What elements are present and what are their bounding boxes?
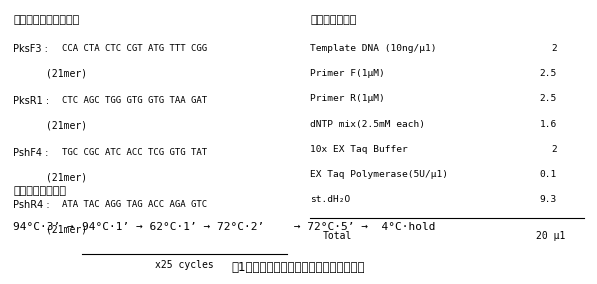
Text: 【反応温度条件】: 【反応温度条件】: [13, 185, 66, 196]
Text: Primer R(1μM): Primer R(1μM): [310, 94, 385, 103]
Text: ATA TAC AGG TAG ACC AGA GTC: ATA TAC AGG TAG ACC AGA GTC: [62, 200, 207, 209]
Text: 94°C·3’ →: 94°C·3’ →: [13, 222, 81, 232]
Text: 0.1: 0.1: [540, 170, 557, 179]
Text: dNTP mix(2.5mM each): dNTP mix(2.5mM each): [310, 120, 426, 128]
Text: 20 μ1: 20 μ1: [536, 231, 565, 241]
Text: 1.6: 1.6: [540, 120, 557, 128]
Text: x25 cycles: x25 cycles: [155, 260, 214, 270]
Text: Total: Total: [322, 231, 352, 241]
Text: (21mer): (21mer): [46, 121, 87, 131]
Text: PshF4 :: PshF4 :: [13, 148, 52, 158]
Text: (21mer): (21mer): [46, 69, 87, 79]
Text: CTC AGC TGG GTG GTG TAA GAT: CTC AGC TGG GTG GTG TAA GAT: [62, 96, 207, 105]
Text: 2: 2: [551, 43, 557, 53]
Text: 2.5: 2.5: [540, 69, 557, 78]
Text: PshR4 :: PshR4 :: [13, 200, 53, 210]
Text: (21mer): (21mer): [46, 225, 87, 235]
Text: st.dH₂O: st.dH₂O: [310, 195, 350, 204]
Text: (21mer): (21mer): [46, 173, 87, 183]
Text: Template DNA (10ng/μ1): Template DNA (10ng/μ1): [310, 43, 437, 53]
Text: Primer F(1μM): Primer F(1μM): [310, 69, 385, 78]
Text: 【プライマーの配列】: 【プライマーの配列】: [13, 15, 79, 26]
Text: 図1　プライマーの配列とＰＣＲ法の条件: 図1 プライマーの配列とＰＣＲ法の条件: [232, 261, 365, 274]
Text: 【反応液組成】: 【反応液組成】: [310, 15, 357, 26]
Text: EX Taq Polymerase(5U/μ1): EX Taq Polymerase(5U/μ1): [310, 170, 448, 179]
Text: → 72°C·5’ →  4°C·hold: → 72°C·5’ → 4°C·hold: [287, 222, 435, 232]
Text: 9.3: 9.3: [540, 195, 557, 204]
Text: 2: 2: [551, 145, 557, 154]
Text: 94°C·1’ → 62°C·1’ → 72°C·2’: 94°C·1’ → 62°C·1’ → 72°C·2’: [82, 222, 264, 232]
Text: PksF3 :: PksF3 :: [13, 43, 51, 54]
Text: PksR1 :: PksR1 :: [13, 96, 53, 106]
Text: 2.5: 2.5: [540, 94, 557, 103]
Text: CCA CTA CTC CGT ATG TTT CGG: CCA CTA CTC CGT ATG TTT CGG: [62, 43, 207, 53]
Text: TGC CGC ATC ACC TCG GTG TAT: TGC CGC ATC ACC TCG GTG TAT: [62, 148, 207, 156]
Text: 10x EX Taq Buffer: 10x EX Taq Buffer: [310, 145, 408, 154]
